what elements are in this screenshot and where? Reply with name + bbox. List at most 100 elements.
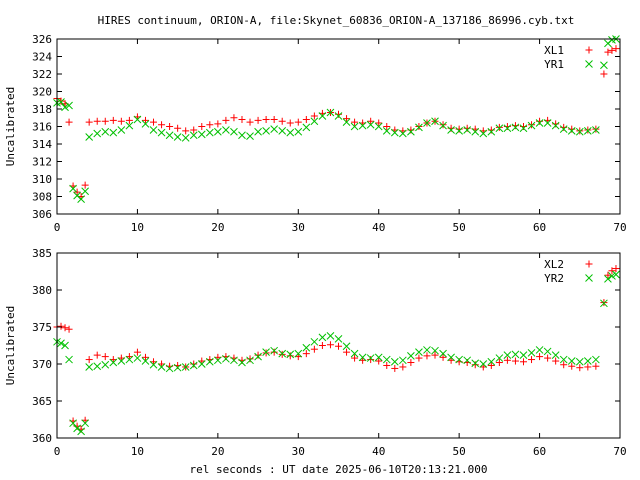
data-point-yr2-40	[342, 342, 351, 351]
x-tick-label: 50	[453, 445, 466, 458]
data-point-yr1-60	[503, 124, 512, 133]
data-point-xl1-34	[294, 118, 302, 126]
data-point-yr1-35	[302, 123, 311, 132]
data-point-yr2-42	[358, 353, 367, 362]
data-point-xl2-28	[246, 355, 254, 363]
data-point-yr2-49	[415, 348, 423, 357]
data-point-yr2-74-d2	[608, 272, 616, 280]
data-point-yr2-6-d2	[77, 427, 85, 436]
data-point-yr2-39	[334, 334, 343, 343]
data-point-yr1-2	[61, 103, 69, 112]
data-point-xl1-36	[310, 112, 318, 120]
data-point-yr2-13-d2	[125, 355, 134, 364]
data-point-xl1-12	[117, 117, 125, 125]
x-axis-label: rel seconds : UT date 2025-06-10T20:13:2…	[189, 463, 487, 476]
data-point-yr2-52-d2	[439, 349, 447, 358]
data-point-yr2-25-d2	[222, 354, 230, 363]
data-point-yr1-53-d2	[447, 126, 455, 134]
data-point-yr2-21-d2	[189, 361, 198, 370]
data-point-yr2-28-d2	[246, 356, 254, 365]
data-point-yr2-11	[109, 358, 118, 367]
x-tick-label: 60	[533, 445, 546, 458]
data-point-yr2-71	[592, 355, 600, 364]
data-point-yr1-52-d2	[439, 121, 447, 130]
data-point-yr1-1-d2	[57, 98, 65, 106]
data-point-yr2-12	[117, 357, 126, 365]
data-point-yr1-63	[527, 121, 536, 130]
data-point-yr1-26	[230, 127, 238, 136]
data-point-xl1-40	[343, 115, 351, 123]
data-point-xl2-15	[141, 353, 149, 361]
data-point-yr1-53	[447, 126, 455, 134]
data-point-yr1-5-d2	[73, 191, 81, 200]
data-point-yr1-65-d2	[543, 119, 552, 127]
data-point-yr1-48-d2	[407, 127, 415, 136]
x-tick-label: 30	[292, 221, 305, 234]
data-point-yr1-10-d2	[101, 127, 110, 136]
data-point-yr1-40	[342, 118, 351, 126]
data-point-yr2-68	[567, 357, 576, 365]
data-point-yr1-3	[65, 101, 73, 110]
chart-title: HIRES continuum, ORION-A, file:Skynet_60…	[98, 14, 575, 27]
data-point-yr2-7	[81, 419, 90, 428]
data-point-yr2-48	[407, 352, 415, 360]
data-point-yr1-7	[81, 187, 90, 196]
series-yr1	[53, 35, 620, 203]
data-point-yr2-60	[503, 351, 512, 359]
y-tick-label: 380	[32, 284, 52, 297]
x-tick-label: 0	[54, 221, 61, 234]
data-point-xl2-59	[495, 359, 503, 367]
legend-marker-xl2	[585, 260, 593, 268]
data-point-yr2-33	[286, 350, 295, 359]
data-point-yr1-55-d2	[463, 126, 472, 134]
data-point-xl2-8	[85, 356, 93, 364]
data-point-yr2-33-d2	[286, 350, 295, 359]
data-point-xl2-69	[576, 364, 584, 372]
data-point-xl2-71	[592, 362, 600, 370]
data-point-yr2-20-d2	[181, 363, 190, 371]
data-point-yr1-62	[519, 124, 528, 133]
data-point-xl1-33	[286, 119, 294, 127]
data-point-xl1-16	[150, 118, 158, 126]
data-point-xl1-31	[270, 116, 278, 123]
data-point-yr1-46-d2	[390, 128, 399, 137]
data-point-yr2-23-d2	[205, 357, 214, 366]
data-point-yr1-68-d2	[567, 127, 576, 135]
data-point-yr2-75-d2	[612, 270, 620, 279]
data-point-yr2-17-d2	[157, 363, 166, 371]
data-point-yr1-21-d2	[189, 131, 198, 140]
data-point-yr2-38-d2	[326, 332, 335, 340]
data-point-xl2-1	[57, 322, 65, 330]
x-tick-label: 50	[453, 221, 466, 234]
x-tick-label: 30	[292, 445, 305, 458]
x-tick-label: 70	[613, 445, 626, 458]
data-point-yr2-18-d2	[165, 364, 174, 373]
data-point-yr1-41	[350, 122, 359, 131]
data-point-xl2-66	[552, 357, 560, 365]
data-point-xl2-32	[278, 350, 286, 358]
data-point-yr1-27-d2	[238, 131, 246, 140]
x-tick-label: 10	[131, 221, 144, 234]
chart-top: 0 10 20 30 40 50 60 70 306 308 310 312 314 316 318 320 3…	[4, 33, 627, 234]
data-point-yr2-34-d2	[294, 349, 303, 358]
data-point-xl2-30	[262, 349, 270, 357]
data-point-xl2-56	[471, 361, 479, 369]
data-point-yr2-30	[262, 348, 270, 357]
x-tick-label: 60	[533, 221, 546, 234]
y-tick-label: 365	[32, 395, 52, 408]
data-point-yr1-41-d2	[350, 122, 359, 131]
data-point-yr1-1	[57, 98, 65, 106]
data-point-yr1-25-d2	[222, 126, 230, 134]
data-point-yr1-19	[173, 133, 182, 141]
data-point-yr2-38	[326, 332, 335, 340]
plot-frame	[56, 38, 621, 215]
data-point-yr1-71-d2	[592, 126, 600, 134]
data-point-yr2-56-d2	[471, 359, 480, 368]
data-point-yr1-8	[85, 133, 94, 141]
y-tick-label: 314	[32, 138, 52, 151]
data-point-yr2-31	[270, 346, 279, 355]
x-tick-label: 20	[211, 445, 224, 458]
data-point-yr1-26-d2	[230, 127, 238, 136]
y-tick-label: 326	[32, 33, 52, 46]
data-point-xl2-60	[503, 356, 511, 364]
